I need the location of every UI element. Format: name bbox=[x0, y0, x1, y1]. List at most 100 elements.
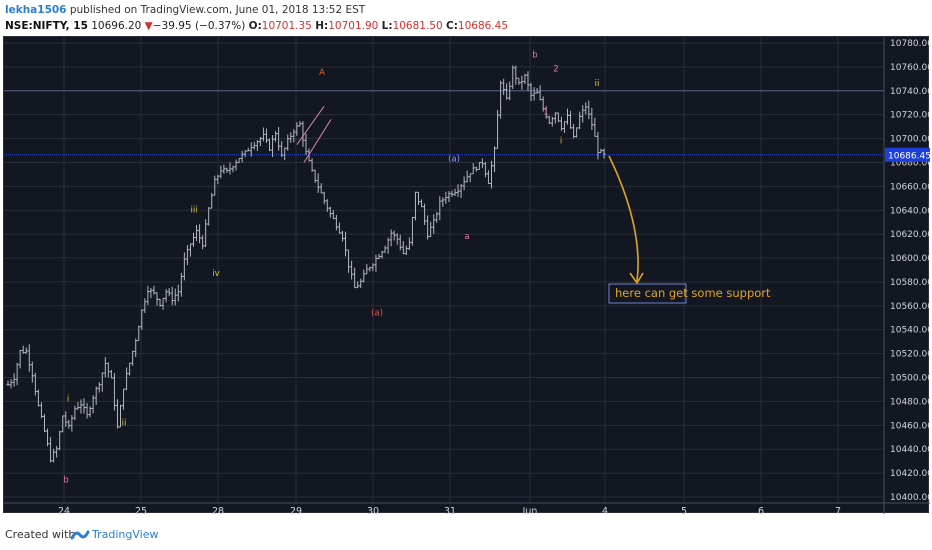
ohlc-bar bbox=[240, 150, 244, 163]
price-tick-label: 10420.00 bbox=[890, 469, 930, 479]
ohlc-bar bbox=[413, 191, 417, 221]
ohlc-bar bbox=[264, 128, 268, 143]
ohlc-bar bbox=[602, 148, 606, 159]
ohlc-bar bbox=[389, 229, 393, 247]
ohlc-bar bbox=[508, 81, 512, 101]
ohlc-bar bbox=[210, 192, 214, 209]
ohlc-bar bbox=[219, 165, 223, 179]
ohlc-bar bbox=[103, 357, 107, 378]
ohlc-bar bbox=[106, 362, 110, 378]
time-tick-label: 29 bbox=[290, 506, 302, 514]
ohlc-bar bbox=[514, 65, 518, 85]
price-tick-label: 10640.00 bbox=[890, 206, 930, 216]
ohlc-bar bbox=[134, 338, 138, 357]
ohlc-bar bbox=[52, 448, 56, 463]
ohlc-bar bbox=[368, 266, 372, 272]
ohlc-bar bbox=[283, 147, 287, 161]
ohlc-bar bbox=[502, 78, 506, 96]
ohlc-bar bbox=[289, 132, 293, 143]
ohlc-bar bbox=[477, 161, 481, 171]
ohlc-bar bbox=[319, 183, 323, 194]
ohlc-bar bbox=[271, 135, 275, 158]
ohlc-bar bbox=[234, 159, 238, 171]
ohlc-bar bbox=[489, 160, 493, 189]
ohlc-bar bbox=[587, 100, 591, 120]
ohlc-bar bbox=[550, 116, 554, 127]
ohlc-bar bbox=[261, 127, 265, 142]
price-axis[interactable]: 10400.00 10420.00 10440.00 10460.00 10480.00… bbox=[890, 39, 930, 503]
price-tick-label: 10520.00 bbox=[890, 350, 930, 360]
ohlc-bar bbox=[347, 249, 351, 273]
arrow-head-icon bbox=[629, 272, 644, 285]
tradingview-logo-icon[interactable] bbox=[70, 528, 90, 542]
channel-top-line[interactable] bbox=[296, 106, 325, 145]
ohlc-bar bbox=[438, 196, 442, 221]
price-tick-label: 10760.00 bbox=[890, 63, 930, 73]
price-tick-label: 10400.00 bbox=[890, 493, 930, 503]
author-link[interactable]: lekha1506 bbox=[5, 4, 67, 16]
ohlc-bar bbox=[9, 379, 13, 389]
wave-label: 2 bbox=[553, 65, 558, 75]
price-tick-label: 10540.00 bbox=[890, 326, 930, 336]
ohlc-bar bbox=[383, 245, 387, 253]
tradingview-link[interactable]: TradingView bbox=[92, 528, 159, 541]
chart-header: lekha1506 published on TradingView.com, … bbox=[0, 0, 932, 36]
ohlc-bar bbox=[301, 120, 305, 147]
ohlc-bar bbox=[407, 237, 411, 250]
wave-label: (a) bbox=[371, 308, 383, 318]
ohlc-bar bbox=[198, 224, 202, 244]
ohlc-bar bbox=[511, 65, 515, 90]
ohlc-bar bbox=[386, 237, 390, 254]
ohlc-bar bbox=[569, 110, 573, 129]
ohlc-bar bbox=[456, 184, 460, 197]
ohlc-bar bbox=[401, 241, 405, 255]
ohlc-bar bbox=[596, 131, 600, 160]
ohlc-bar bbox=[109, 369, 113, 379]
chart-panel[interactable]: b i ii iii iv A (a) (a) a b 2 1 i ii here can get som… bbox=[3, 36, 930, 514]
ohlc-bar bbox=[277, 127, 281, 151]
price-tick-label: 10740.00 bbox=[890, 87, 930, 97]
ohlc-bar bbox=[480, 158, 484, 169]
low-key: L: bbox=[381, 20, 393, 32]
callout-box[interactable] bbox=[608, 283, 687, 304]
time-axis[interactable]: 24 25 28 29 30 31 Jun 4 5 6 7 bbox=[58, 506, 841, 514]
channel-bottom-line[interactable] bbox=[303, 119, 332, 163]
ohlc-bar bbox=[599, 148, 603, 153]
time-tick-label: Jun bbox=[522, 506, 538, 514]
ohlc-bar bbox=[252, 141, 256, 150]
ohlc-bar bbox=[152, 285, 156, 295]
wave-label: b bbox=[532, 50, 537, 60]
ohlc-bar bbox=[15, 362, 19, 386]
time-tick-label: 4 bbox=[602, 506, 608, 514]
ohlc-bar bbox=[328, 206, 332, 218]
ohlc-bar bbox=[73, 405, 77, 421]
wave-label: iii bbox=[190, 206, 197, 216]
created-with-text: Created with bbox=[5, 528, 76, 541]
ohlc-bar bbox=[195, 224, 199, 242]
ohlc-bar bbox=[359, 278, 363, 288]
ohlc-bar bbox=[523, 73, 527, 84]
ohlc-bar bbox=[544, 106, 548, 119]
price-tick-label: 10680.00 bbox=[890, 158, 930, 168]
ohlc-bar bbox=[426, 215, 430, 240]
ohlc-bar bbox=[541, 96, 545, 112]
ohlc-bar bbox=[365, 264, 369, 275]
time-tick-label: 6 bbox=[758, 506, 764, 514]
ohlc-bar bbox=[535, 88, 539, 94]
ohlc-bar bbox=[575, 127, 579, 138]
arrow-drawing[interactable] bbox=[608, 155, 639, 282]
footer: Created with TradingView bbox=[0, 520, 932, 550]
ohlc-bar bbox=[167, 288, 171, 297]
ohlc-bar bbox=[237, 157, 241, 163]
ohlc-bar bbox=[429, 221, 433, 238]
ohlc-bar bbox=[486, 170, 490, 185]
ohlc-bar bbox=[526, 71, 530, 91]
ohlc-bar bbox=[246, 147, 250, 152]
ohlc-bar bbox=[112, 372, 116, 411]
change-down-icon: ▼ bbox=[144, 20, 153, 32]
ohlc-bar bbox=[566, 108, 570, 125]
open-key: O: bbox=[248, 20, 262, 32]
ohlc-bar bbox=[119, 404, 123, 428]
